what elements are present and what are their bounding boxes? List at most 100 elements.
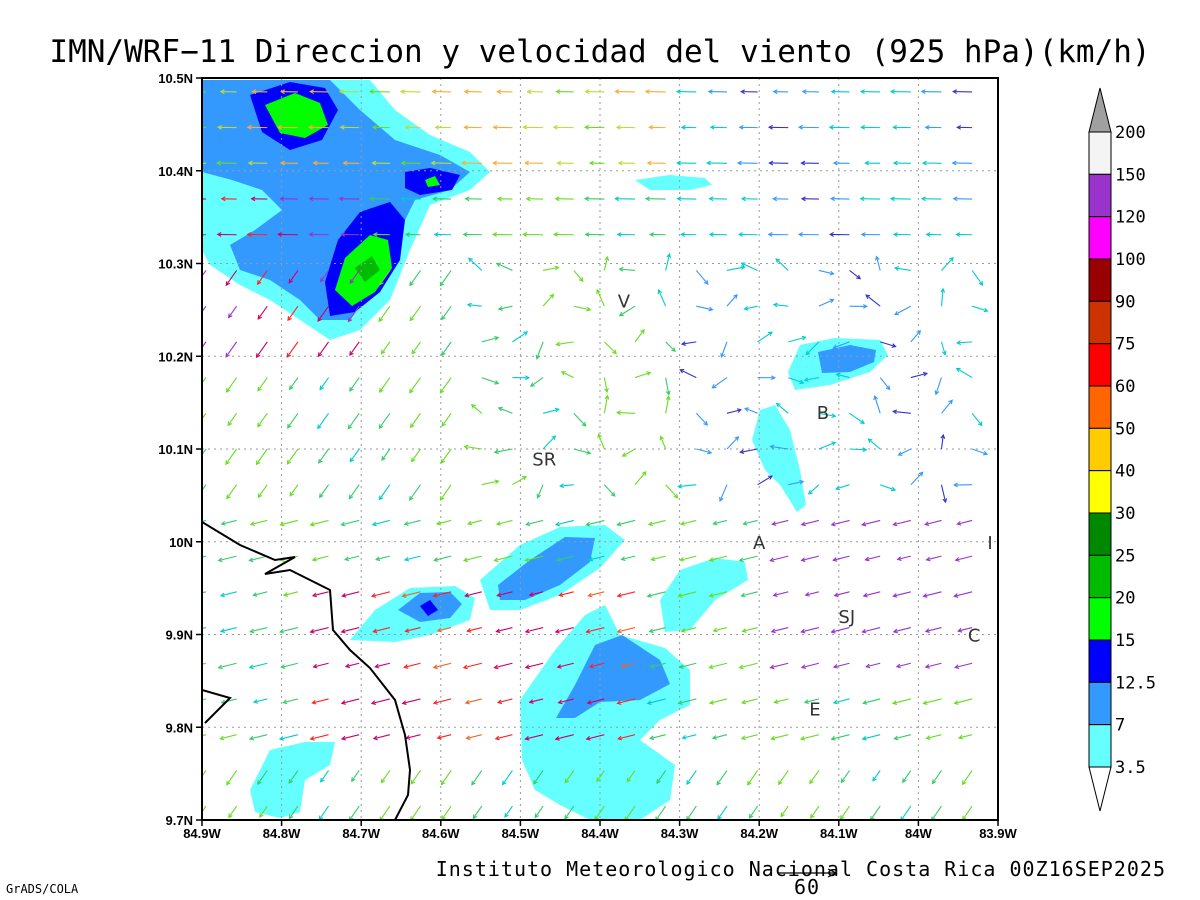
wind-vector-head bbox=[411, 457, 416, 463]
wind-vector bbox=[564, 805, 575, 820]
wind-vector bbox=[840, 805, 850, 820]
wind-vector-head bbox=[585, 521, 591, 527]
wind-vector-head bbox=[680, 125, 686, 130]
wind-vector bbox=[555, 627, 574, 633]
wind-vector-head bbox=[922, 593, 928, 598]
wind-vector-head bbox=[617, 160, 623, 166]
wind-vector bbox=[371, 591, 390, 597]
wind-vector-head bbox=[596, 288, 601, 294]
wind-vector-head bbox=[312, 160, 318, 166]
wind-vector-head bbox=[833, 592, 839, 598]
wind-vector-head bbox=[767, 124, 773, 130]
wind-vector-head bbox=[277, 232, 282, 237]
reference-vector: 60 bbox=[778, 868, 837, 899]
wind-vector-head bbox=[983, 307, 989, 313]
wind-vector bbox=[371, 698, 390, 704]
wind-vector-head bbox=[831, 413, 837, 419]
wind-vector bbox=[716, 770, 728, 785]
wind-vector-head bbox=[524, 664, 530, 670]
wind-vector-head bbox=[378, 495, 384, 501]
wind-vector bbox=[463, 662, 482, 669]
wind-vector-head bbox=[747, 780, 752, 786]
wind-vector bbox=[836, 373, 850, 379]
wind-vector-head bbox=[982, 450, 989, 456]
wind-vector-head bbox=[525, 521, 531, 527]
wind-vector-head bbox=[832, 344, 838, 350]
wind-vector-head bbox=[493, 449, 499, 455]
wind-vector bbox=[542, 435, 556, 450]
wind-vector-head bbox=[703, 420, 709, 426]
wind-vector-head bbox=[463, 89, 469, 95]
wind-vector-head bbox=[441, 421, 447, 427]
wind-vector-head bbox=[460, 160, 466, 166]
wind-vector-head bbox=[404, 125, 410, 130]
wind-vector bbox=[726, 266, 745, 271]
wind-vector bbox=[712, 377, 728, 389]
wind-vector-head bbox=[528, 592, 534, 597]
wind-vector bbox=[665, 377, 670, 395]
wind-vector-head bbox=[616, 521, 622, 527]
wind-vector bbox=[256, 448, 268, 465]
wind-vector bbox=[589, 662, 605, 668]
wind-vector-head bbox=[733, 294, 738, 299]
wind-vector bbox=[619, 305, 636, 317]
wind-vector-head bbox=[800, 557, 806, 563]
wind-vector bbox=[289, 805, 299, 819]
wind-vector bbox=[404, 555, 421, 561]
wind-vector-head bbox=[320, 777, 325, 783]
wind-vector bbox=[559, 591, 574, 596]
wind-vector bbox=[741, 262, 758, 271]
place-label: I bbox=[987, 533, 992, 554]
wind-vector-head bbox=[464, 699, 470, 705]
wind-vector bbox=[681, 341, 697, 345]
wind-vector bbox=[835, 484, 850, 490]
wind-vector-head bbox=[198, 421, 202, 425]
wind-vector bbox=[465, 698, 482, 704]
wind-vector-head bbox=[612, 349, 617, 355]
wind-vector bbox=[831, 627, 850, 633]
wind-vector bbox=[220, 627, 237, 632]
wind-vector bbox=[647, 591, 666, 597]
wind-vector-head bbox=[349, 457, 355, 463]
wind-vector bbox=[863, 698, 881, 704]
wind-vector bbox=[220, 734, 237, 740]
wind-vector bbox=[773, 591, 789, 597]
wind-vector bbox=[709, 555, 728, 561]
wind-vector-head bbox=[525, 196, 531, 202]
wind-vector-head bbox=[707, 449, 713, 455]
wind-vector-head bbox=[941, 350, 947, 356]
wind-vector-head bbox=[554, 628, 560, 634]
wind-vector-head bbox=[217, 664, 223, 670]
wind-vector-head bbox=[614, 89, 620, 95]
wind-vector-head bbox=[924, 628, 930, 633]
wind-vector-head bbox=[797, 232, 803, 237]
wind-vector-head bbox=[492, 124, 498, 130]
wind-vector-head bbox=[439, 281, 445, 287]
wind-vector-head bbox=[494, 735, 500, 741]
wind-vector-head bbox=[799, 479, 805, 485]
wind-vector-head bbox=[533, 779, 538, 785]
wind-vector-head bbox=[646, 593, 652, 598]
wind-vector bbox=[497, 698, 513, 704]
wind-vector-head bbox=[680, 341, 686, 346]
wind-vector bbox=[497, 591, 513, 597]
wind-vector-head bbox=[897, 451, 903, 456]
wind-vector bbox=[347, 305, 360, 322]
wind-vector-head bbox=[463, 124, 469, 130]
wind-vector-head bbox=[835, 372, 841, 378]
wind-vector bbox=[256, 341, 268, 358]
wind-vector bbox=[713, 627, 728, 632]
wind-vector-head bbox=[648, 628, 654, 634]
wind-vector-head bbox=[528, 699, 534, 704]
wind-vector-head bbox=[920, 196, 926, 202]
wind-vector bbox=[739, 662, 758, 669]
wind-vector bbox=[660, 436, 667, 450]
wind-vector bbox=[320, 770, 330, 783]
wind-vector-head bbox=[803, 699, 809, 704]
wind-vector-head bbox=[433, 557, 439, 562]
wind-vector bbox=[892, 698, 911, 704]
wind-vector bbox=[573, 270, 584, 282]
wind-vector bbox=[747, 770, 759, 786]
wind-vector-head bbox=[618, 266, 624, 272]
wind-vector-head bbox=[892, 160, 898, 166]
